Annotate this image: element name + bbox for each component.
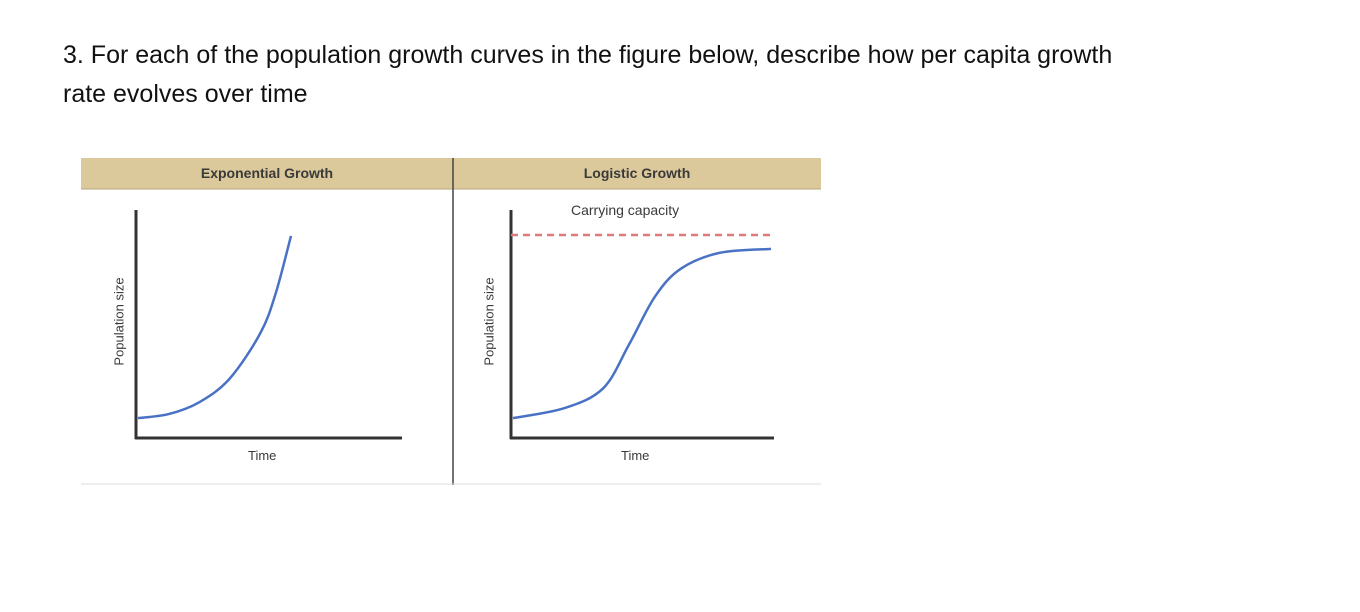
figure-header-band (81, 158, 821, 189)
exp-x-axis-label: Time (248, 448, 277, 463)
question-line-2: rate evolves over time (63, 80, 308, 108)
exponential-curve (137, 235, 293, 420)
carrying-capacity-label: Carrying capacity (571, 202, 680, 218)
log-x-axis-label: Time (621, 448, 650, 463)
population-growth-figure: Exponential Growth Logistic Growth Carry… (81, 158, 821, 485)
question-text: 3. For each of the population growth cur… (63, 36, 1263, 114)
exponential-growth-title: Exponential Growth (200, 165, 334, 181)
exp-y-axis-label: Population size (111, 277, 127, 366)
logistic-curve (512, 247, 772, 420)
question-line-1: 3. For each of the population growth cur… (63, 41, 1113, 69)
figure-canvas (81, 158, 821, 485)
logistic-growth-title: Logistic Growth (583, 165, 691, 181)
log-y-axis-label: Population size (481, 277, 497, 366)
